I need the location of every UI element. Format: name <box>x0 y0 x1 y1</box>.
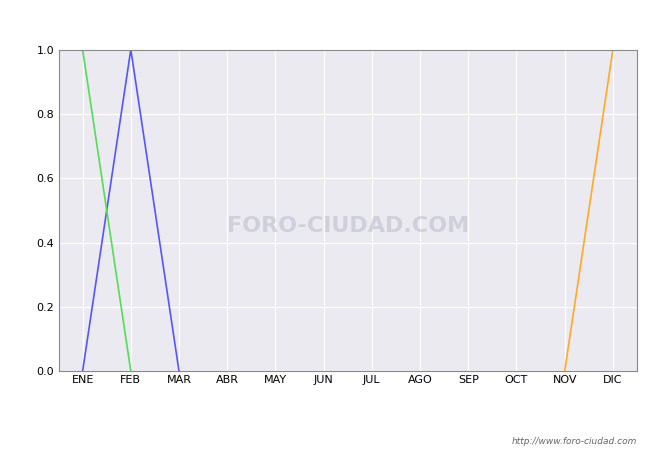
Text: Matriculaciones de Vehiculos en Sempere: Matriculaciones de Vehiculos en Sempere <box>158 16 492 31</box>
Text: FORO-CIUDAD.COM: FORO-CIUDAD.COM <box>227 216 469 236</box>
Text: http://www.foro-ciudad.com: http://www.foro-ciudad.com <box>512 436 637 446</box>
